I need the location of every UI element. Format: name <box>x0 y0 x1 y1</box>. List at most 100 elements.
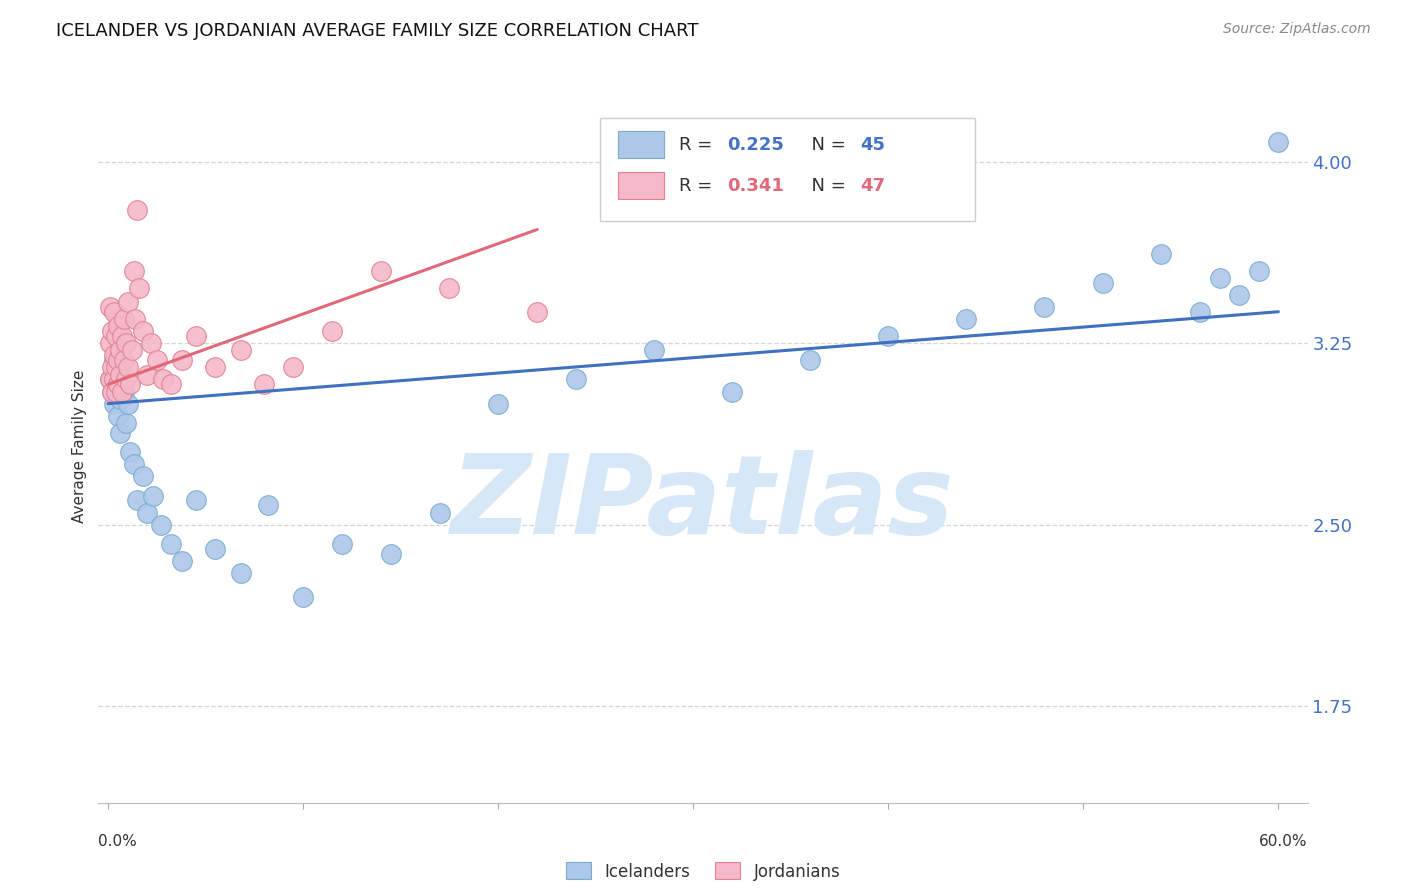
Point <box>132 469 155 483</box>
Point <box>142 489 165 503</box>
Point <box>107 360 129 375</box>
Point <box>103 353 125 368</box>
Point <box>104 360 127 375</box>
Point <box>127 493 149 508</box>
Point <box>721 384 744 399</box>
Point <box>1189 304 1212 318</box>
Point <box>172 554 194 568</box>
Point <box>98 372 121 386</box>
Point <box>107 319 129 334</box>
Point <box>104 329 127 343</box>
Point <box>486 397 509 411</box>
Point <box>128 280 150 294</box>
Point <box>124 312 146 326</box>
Point <box>103 348 125 362</box>
Legend: Icelanders, Jordanians: Icelanders, Jordanians <box>560 855 846 888</box>
Point <box>149 517 172 532</box>
Text: R =: R = <box>679 177 718 194</box>
Point <box>118 377 141 392</box>
Point <box>136 506 159 520</box>
Point <box>117 397 139 411</box>
Text: Source: ZipAtlas.com: Source: ZipAtlas.com <box>1223 22 1371 37</box>
Text: 45: 45 <box>860 136 886 153</box>
Point <box>159 537 181 551</box>
Point <box>132 324 155 338</box>
Point <box>439 280 461 294</box>
Point <box>108 392 131 406</box>
Point <box>114 372 136 386</box>
Point <box>253 377 276 392</box>
Point <box>204 360 226 375</box>
Text: 60.0%: 60.0% <box>1260 834 1308 849</box>
Point <box>1091 276 1114 290</box>
Point <box>111 329 134 343</box>
Point <box>103 304 125 318</box>
Y-axis label: Average Family Size: Average Family Size <box>72 369 87 523</box>
Point <box>107 353 129 368</box>
Text: ICELANDER VS JORDANIAN AVERAGE FAMILY SIZE CORRELATION CHART: ICELANDER VS JORDANIAN AVERAGE FAMILY SI… <box>56 22 699 40</box>
Point <box>117 295 139 310</box>
Point <box>799 353 821 368</box>
Point <box>104 384 127 399</box>
Point <box>565 372 588 386</box>
Point <box>118 445 141 459</box>
Point <box>112 353 135 368</box>
Point <box>643 343 665 358</box>
Point <box>107 409 129 423</box>
FancyBboxPatch shape <box>619 131 664 159</box>
Point <box>111 372 134 386</box>
Point <box>429 506 451 520</box>
Point <box>152 372 174 386</box>
Point <box>1209 271 1232 285</box>
Point <box>1033 300 1056 314</box>
Point <box>526 304 548 318</box>
Point <box>257 498 280 512</box>
Text: ZIPatlas: ZIPatlas <box>451 450 955 557</box>
Text: 0.0%: 0.0% <box>98 834 138 849</box>
Point <box>98 300 121 314</box>
Point <box>184 493 207 508</box>
Point <box>204 541 226 556</box>
Point <box>122 457 145 471</box>
Point <box>321 324 343 338</box>
FancyBboxPatch shape <box>600 118 976 221</box>
Point <box>98 336 121 351</box>
Point <box>98 372 121 386</box>
Point <box>101 360 124 375</box>
Point <box>159 377 181 392</box>
Text: 0.341: 0.341 <box>727 177 785 194</box>
Point <box>283 360 305 375</box>
Point <box>172 353 194 368</box>
Point <box>111 384 134 399</box>
Point <box>112 312 135 326</box>
Point <box>146 353 169 368</box>
Point <box>121 343 143 358</box>
Point <box>139 336 162 351</box>
Point <box>877 329 900 343</box>
Point <box>104 377 127 392</box>
Point <box>1150 246 1173 260</box>
Point <box>114 336 136 351</box>
Point <box>1267 136 1289 150</box>
Point <box>955 312 977 326</box>
Point <box>108 368 131 382</box>
Text: R =: R = <box>679 136 718 153</box>
Point <box>101 384 124 399</box>
Point <box>1247 263 1270 277</box>
Point <box>122 263 145 277</box>
Point <box>1227 288 1250 302</box>
Point <box>101 324 124 338</box>
Point <box>112 384 135 399</box>
Point <box>127 203 149 218</box>
Point <box>380 547 402 561</box>
Point <box>108 343 131 358</box>
Point <box>117 360 139 375</box>
Point <box>292 590 315 604</box>
Point <box>114 416 136 430</box>
Point <box>136 368 159 382</box>
Point <box>101 384 124 399</box>
Text: N =: N = <box>800 136 851 153</box>
Point <box>229 566 252 580</box>
Point <box>107 377 129 392</box>
Point <box>108 425 131 440</box>
